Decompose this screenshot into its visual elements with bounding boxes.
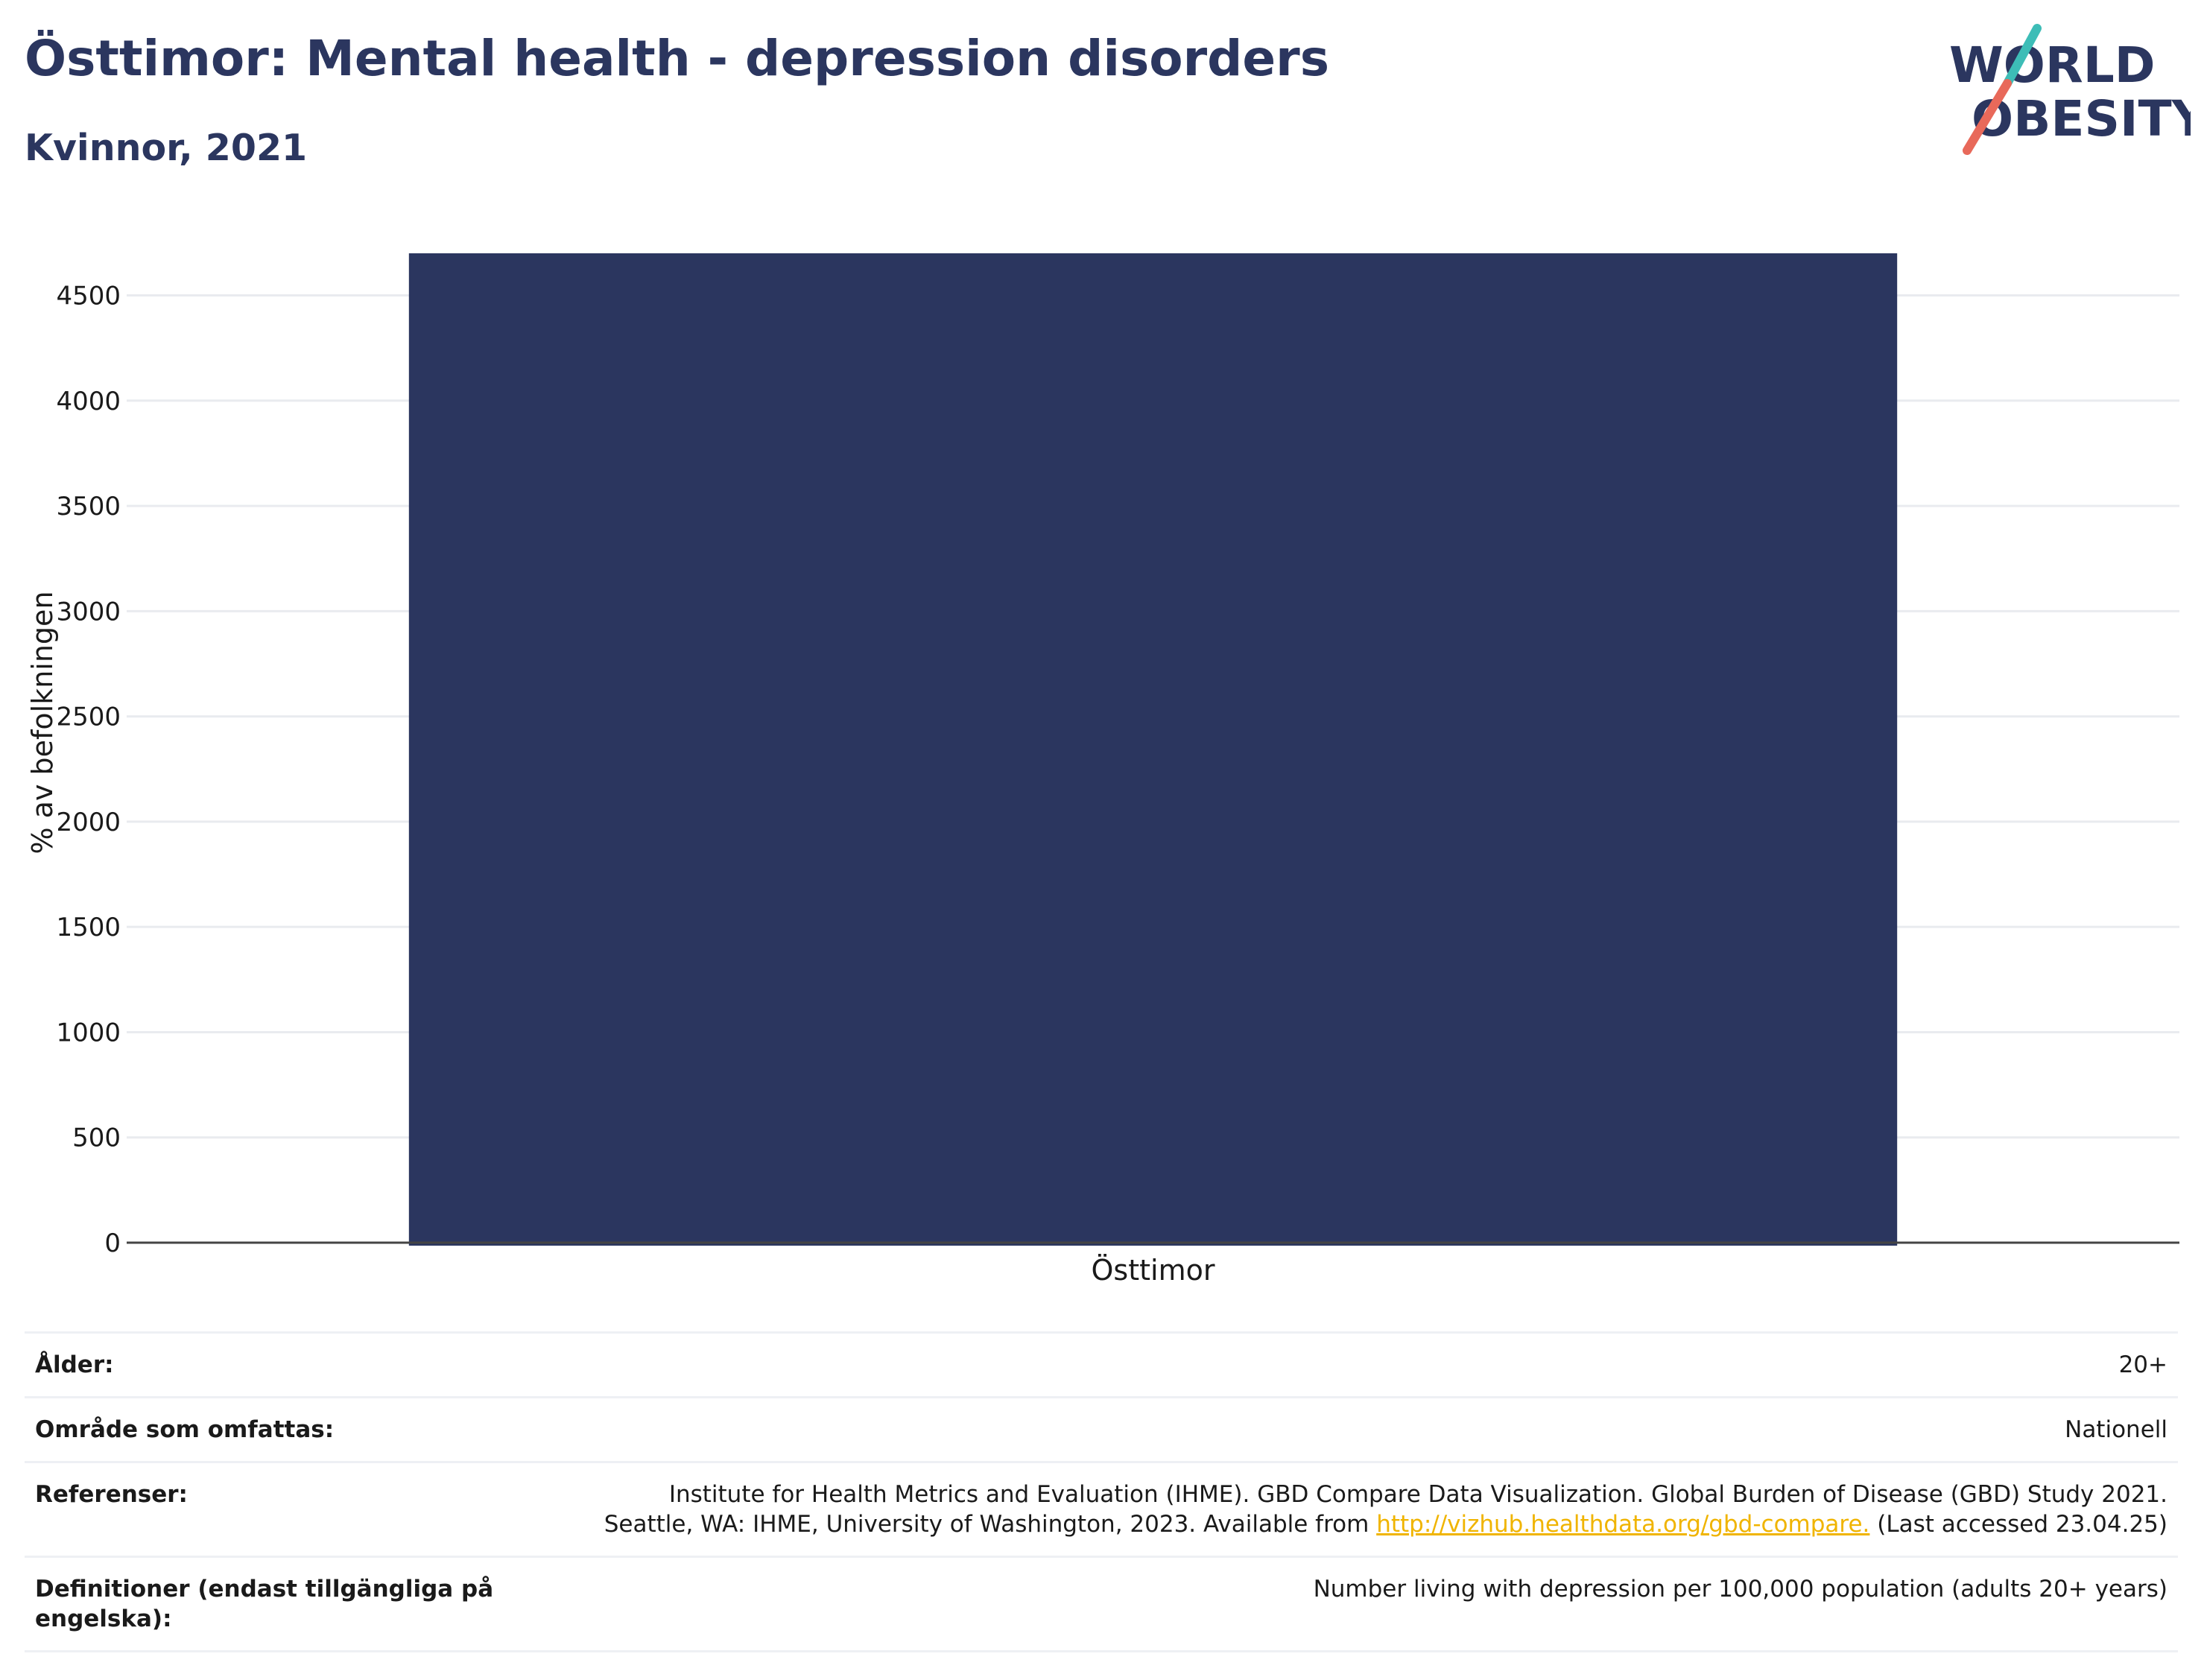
info-label: Ålder: xyxy=(35,1351,114,1378)
y-tick-label: 1500 xyxy=(56,913,121,942)
x-tick-labels: Östtimor xyxy=(1092,1254,1215,1287)
bars xyxy=(408,253,1898,1246)
chart-subtitle: Kvinnor, 2021 xyxy=(25,127,308,169)
y-tick-labels: 0 500 1000 1500 2000 2500 3000 3500 4000 4500 xyxy=(56,282,121,1258)
reference-line2: Seattle, WA: IHME, University of Washing… xyxy=(604,1511,1369,1538)
info-row-definitions: Definitioner (endast tillgängliga på eng… xyxy=(25,1556,2178,1652)
info-table: Ålder: 20+ Område som omfattas: Nationel… xyxy=(25,1331,2178,1652)
y-tick-label: 2500 xyxy=(56,703,121,732)
info-label: Referenser: xyxy=(35,1481,188,1508)
y-tick-label: 3500 xyxy=(56,492,121,522)
info-row-age: Ålder: 20+ xyxy=(25,1332,2178,1398)
y-tick-label: 1000 xyxy=(56,1018,121,1047)
y-tick-label: 4500 xyxy=(56,282,121,311)
y-tick-label: 0 xyxy=(104,1229,121,1258)
info-value: 20+ xyxy=(2118,1351,2167,1378)
chart-title: Östtimor: Mental health - depression dis… xyxy=(25,30,1329,87)
y-tick-label: 500 xyxy=(72,1123,121,1153)
info-value: Number living with depression per 100,00… xyxy=(1313,1576,2167,1603)
y-tick-label: 3000 xyxy=(56,597,121,627)
x-tick-label: Östtimor xyxy=(1092,1254,1215,1287)
info-label: Definitioner (endast tillgängliga på eng… xyxy=(35,1576,494,1632)
reference-accessed: (Last accessed 23.04.25) xyxy=(1877,1511,2167,1538)
y-axis-title: % av befolkningen xyxy=(26,591,59,854)
bar xyxy=(408,253,1898,1246)
info-label: Område som omfattas: xyxy=(35,1416,335,1443)
y-tick-label: 2000 xyxy=(56,808,121,837)
info-value: Nationell xyxy=(2065,1416,2167,1443)
info-row-area: Område som omfattas: Nationell xyxy=(25,1397,2178,1462)
reference-line1: Institute for Health Metrics and Evaluat… xyxy=(668,1481,2167,1508)
reference-link[interactable]: http://vizhub.healthdata.org/gbd-compare… xyxy=(1376,1511,1870,1538)
logo-line2: OBESITY xyxy=(1972,90,2191,148)
info-value: Institute for Health Metrics and Evaluat… xyxy=(522,1462,2178,1557)
world-obesity-logo: WORLD OBESITY xyxy=(1949,24,2191,155)
y-tick-label: 4000 xyxy=(56,387,121,416)
logo-line1: WORLD xyxy=(1949,37,2156,94)
logo-slash-top-icon xyxy=(2003,24,2042,88)
info-row-references: Referenser: Institute for Health Metrics… xyxy=(25,1462,2178,1557)
logo-slash-bottom-icon xyxy=(1963,79,2012,155)
bar-chart: 0 500 1000 1500 2000 2500 3000 3500 4000 4500 Öst… xyxy=(26,253,2179,1287)
